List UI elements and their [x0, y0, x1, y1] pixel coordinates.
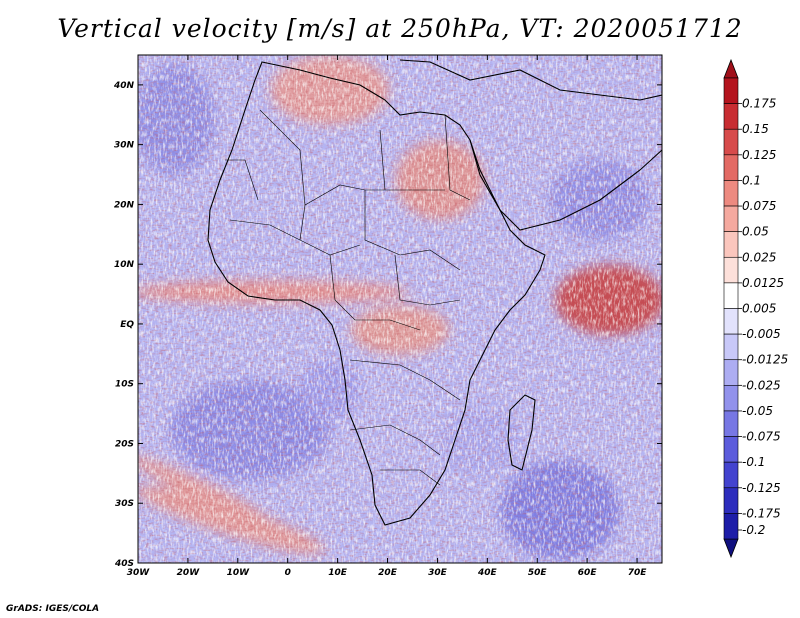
colorbar-label: 0.05 [742, 225, 769, 239]
colorbar-label: 0.0125 [742, 276, 784, 290]
colorbar-swatch [723, 128, 739, 156]
lon-tick-label: 40E [477, 568, 498, 578]
lon-tick-label: 20W [177, 568, 201, 578]
colorbar-swatch [723, 487, 739, 514]
colorbar-swatch [723, 282, 739, 309]
colorbar-label: -0.0125 [742, 353, 788, 367]
colorbar-swatch [723, 359, 739, 386]
lat-tick-label: 10N [114, 260, 135, 270]
colorbar-bottom-arrow [723, 538, 739, 559]
colorbar-label: 0.15 [742, 122, 769, 136]
colorbar-swatch [723, 231, 739, 258]
lon-tick-label: 60E [578, 568, 598, 578]
lat-tick-label: 40S [114, 559, 134, 569]
colorbar-swatch [723, 436, 739, 463]
colorbar-label: -0.1 [742, 455, 765, 469]
lon-tick-label: 20E [378, 568, 398, 578]
colorbar-swatch [723, 77, 739, 104]
lon-tick-label: 30E [428, 568, 448, 578]
lat-tick-label: 20N [114, 200, 135, 210]
lon-tick-label: 30W [127, 568, 151, 578]
colorbar-swatch [723, 461, 739, 489]
plot-border [137, 54, 663, 564]
colorbar-label: -0.125 [742, 481, 781, 495]
grads-credit: GrADS: IGES/COLA [6, 604, 100, 614]
colorbar-label: 0.025 [742, 250, 776, 264]
colorbar-label: -0.05 [742, 404, 773, 418]
country-borders [225, 109, 471, 486]
plot-frame [137, 54, 663, 564]
colorbar-label: 0.125 [742, 148, 776, 162]
lat-tick-label: EQ [120, 320, 134, 330]
lat-tick-label: 10S [115, 380, 134, 390]
colorbar-swatch [723, 308, 739, 335]
colorbar-swatch [723, 385, 739, 412]
longitude-axis: 30W 20W 10W 0 10E 20E 30E 40E 50E 60E 70E [127, 55, 647, 578]
lon-tick-label: 0 [285, 568, 291, 578]
colorbar-label: 0.175 [742, 97, 776, 111]
lat-tick-label: 30S [115, 499, 134, 509]
lon-tick-label: 70E [628, 568, 648, 578]
colorbar-swatch [723, 333, 739, 361]
lat-tick-label: 40N [113, 81, 135, 91]
lon-tick-label: 10E [328, 568, 348, 578]
coastline-outline [207, 59, 662, 526]
vertical-velocity-field [138, 55, 662, 563]
colorbar-label: -0.075 [742, 430, 781, 444]
latitude-axis: 40N 30N 20N 10N EQ 10S 20S 30S 40S [113, 81, 662, 569]
colorbar-swatch [723, 180, 739, 207]
colorbar-legend: 0.175 0.15 0.125 0.1 0.075 0.05 0.025 0.0125 0.0… [723, 58, 788, 559]
colorbar-label: 0.005 [742, 302, 776, 316]
colorbar-swatch [723, 256, 739, 284]
colorbar-label: -0.025 [742, 378, 781, 392]
colorbar-label: -0.005 [742, 327, 781, 341]
colorbar-label: 0.1 [742, 173, 761, 187]
colorbar-swatch [723, 103, 739, 130]
colorbar-label: -0.175 [742, 506, 781, 520]
colorbar-label: 0.075 [742, 199, 776, 213]
colorbar-swatch [723, 154, 739, 181]
colorbar-swatch [723, 205, 739, 232]
colorbar-label: -0.2 [742, 523, 765, 537]
lat-tick-label: 30N [114, 141, 135, 151]
colorbar-swatch [723, 410, 739, 437]
lon-tick-label: 50E [528, 568, 548, 578]
lat-tick-label: 20S [115, 439, 134, 449]
map-title: Vertical velocity [m/s] at 250hPa, VT: 2… [57, 14, 743, 43]
colorbar-top-arrow [723, 58, 739, 79]
colorbar-swatch [723, 513, 739, 540]
lon-tick-label: 10W [227, 568, 251, 578]
